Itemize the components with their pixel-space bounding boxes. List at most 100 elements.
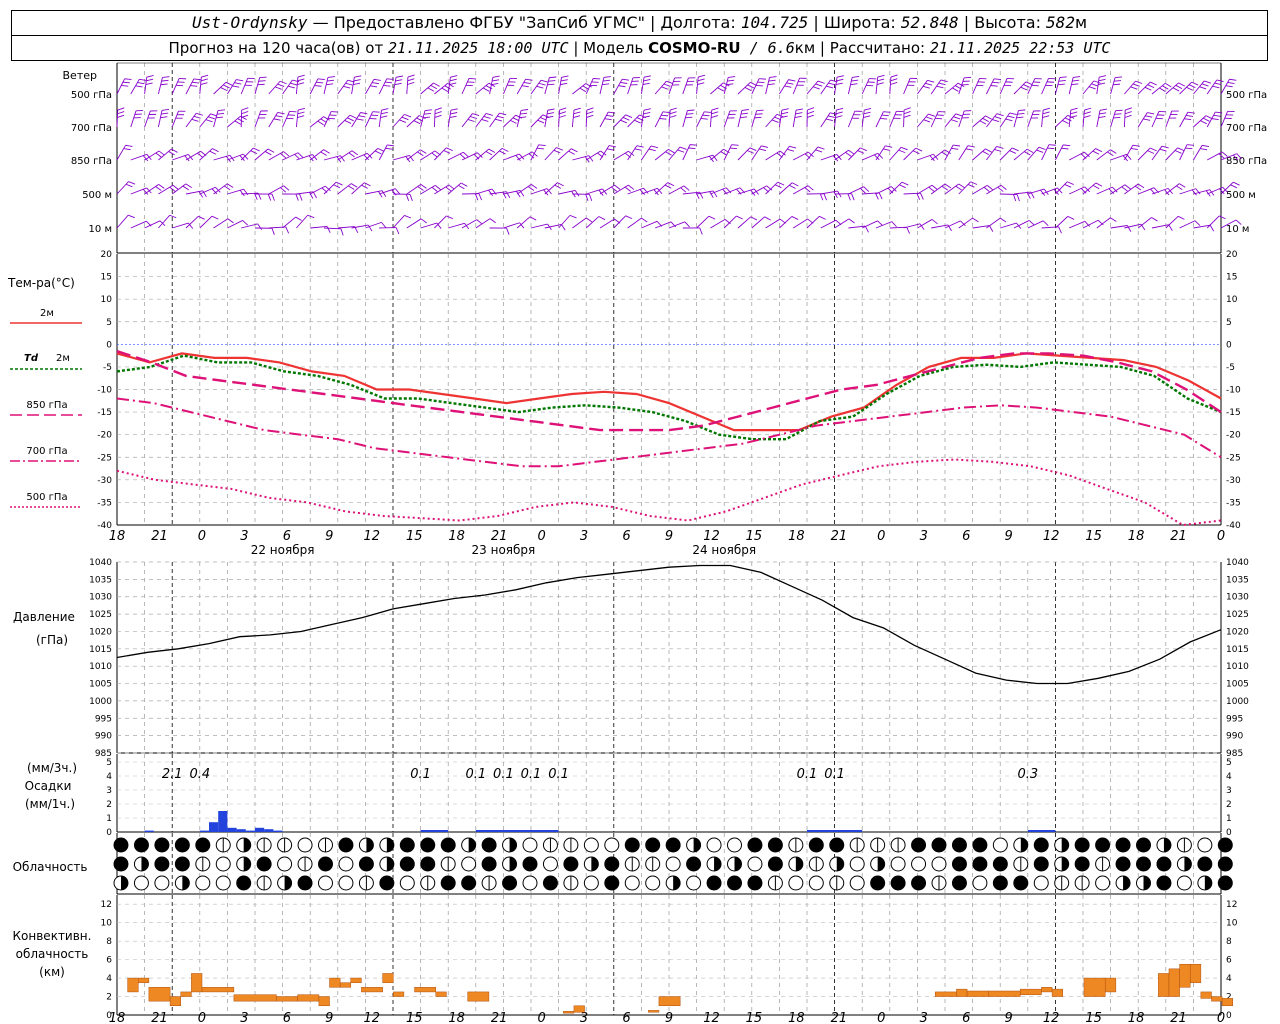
wind-barb [282, 216, 296, 229]
x-tick-label-bottom: 9 [1005, 1011, 1013, 1024]
wind-barb [958, 145, 969, 161]
cloud-symbol [686, 856, 702, 872]
conv-cloud-bar [1200, 991, 1212, 999]
wind-barb-feather [720, 151, 727, 156]
precip-tick-label: 5 [106, 758, 112, 768]
wind-barb-feather [749, 147, 757, 151]
wind-barb [765, 77, 770, 95]
wind-barb [586, 188, 603, 195]
cloud-fill-full [298, 876, 313, 890]
wind-barb-feather [385, 81, 393, 84]
cloud-fill-full [604, 857, 619, 871]
wind-barb-feather [478, 193, 483, 201]
cloud-circle [297, 837, 313, 853]
wind-barb-feather [512, 117, 520, 122]
wind-barb-feather [556, 147, 564, 151]
wind-barb-feather [602, 79, 611, 82]
wind-barb-feather [506, 227, 510, 235]
wind-barb-feather [697, 82, 705, 85]
wind-barb [558, 77, 562, 95]
wind-barb-feather [827, 115, 836, 118]
cloud-fill-half [141, 857, 149, 871]
cloud-circle [215, 875, 231, 891]
wind-barb-feather [641, 217, 648, 223]
wind-barb [475, 218, 491, 229]
wind-barb-feather [669, 111, 677, 115]
x-tick-label: 21 [1170, 529, 1187, 544]
wind-barb-feather [358, 115, 366, 118]
wind-barb [668, 146, 681, 161]
cloud-symbol [1054, 837, 1070, 853]
wind-barb [668, 221, 685, 229]
wind-barb-feather [967, 145, 975, 148]
cloud-symbol [1176, 875, 1192, 891]
wind-barb [544, 77, 550, 95]
wind-barb-feather [967, 184, 975, 188]
cloud-fill-full [972, 857, 987, 871]
wind-barb-feather [997, 186, 1004, 192]
wind-barb [116, 145, 126, 161]
wind-barb [1206, 79, 1218, 95]
wind-barb [737, 216, 752, 229]
wind-barb-feather [349, 114, 357, 119]
wind-barb [1206, 215, 1220, 229]
cloud-circle [849, 875, 865, 891]
cloud-fill-full [972, 838, 987, 852]
wind-barb-feather [1151, 217, 1158, 222]
wind-barb [447, 151, 464, 161]
x-tick-label: 15 [746, 529, 763, 544]
conv-cloud-bar [1158, 973, 1170, 997]
model-name: COSMO-RU [648, 39, 741, 57]
cloud-circle [645, 875, 661, 891]
wind-barb-feather [600, 150, 607, 156]
precip-bar [420, 830, 449, 832]
wind-barb-feather [271, 228, 275, 235]
cloud-symbol [931, 837, 947, 853]
wind-barb-feather [561, 224, 566, 231]
wind-barb-feather [128, 214, 135, 219]
wind-barb-feather [417, 151, 424, 157]
cloud-symbol [542, 875, 558, 891]
wind-barb [723, 215, 737, 229]
cloud-symbol [440, 875, 456, 891]
wind-barb-feather [446, 147, 453, 152]
wind-barb [268, 151, 284, 161]
wind-barb-feather [1221, 151, 1228, 157]
wind-barb [268, 226, 286, 229]
precip-3h-label: 0.3 [1017, 767, 1038, 782]
wind-barb-feather [1097, 219, 1104, 226]
wind-barb-feather [1164, 189, 1170, 196]
wind-barb-feather [444, 85, 451, 90]
wind-barb-feather [188, 222, 194, 229]
wind-barb [130, 153, 147, 161]
cloud-symbol [890, 875, 906, 891]
wind-barb-feather [690, 144, 698, 146]
wind-barb-feather [449, 115, 457, 119]
wind-barb [1069, 186, 1085, 195]
cloud-symbol [747, 856, 763, 872]
cloud-symbol [1115, 837, 1131, 853]
wind-barb-feather [890, 74, 898, 78]
wind-barb-feather [184, 155, 190, 162]
wind-barb-feather [237, 118, 244, 123]
wind-barb-feather [677, 149, 685, 153]
wind-barb [917, 113, 929, 128]
conv-tick-label-right: 2 [1226, 993, 1232, 1003]
wind-barb [544, 182, 558, 195]
wind-barb-feather [922, 85, 930, 89]
wind-barb-feather [1088, 86, 1096, 90]
wind-barb-feather [160, 83, 168, 86]
wind-barb-feather [717, 87, 724, 92]
cloud-fill-full [257, 857, 272, 871]
wind-barb-feather [211, 188, 218, 195]
pressure-tick-label-right: 1010 [1226, 662, 1249, 672]
x-tick-label: 9 [665, 529, 673, 544]
wind-barb-feather [851, 79, 859, 82]
wind-barb [130, 79, 140, 95]
wind-barb-feather [531, 151, 538, 157]
wind-barb [1110, 184, 1126, 195]
wind-barb-feather [850, 83, 858, 86]
cloud-circle [542, 856, 558, 872]
wind-barb [199, 215, 213, 229]
wind-barb [710, 148, 724, 161]
